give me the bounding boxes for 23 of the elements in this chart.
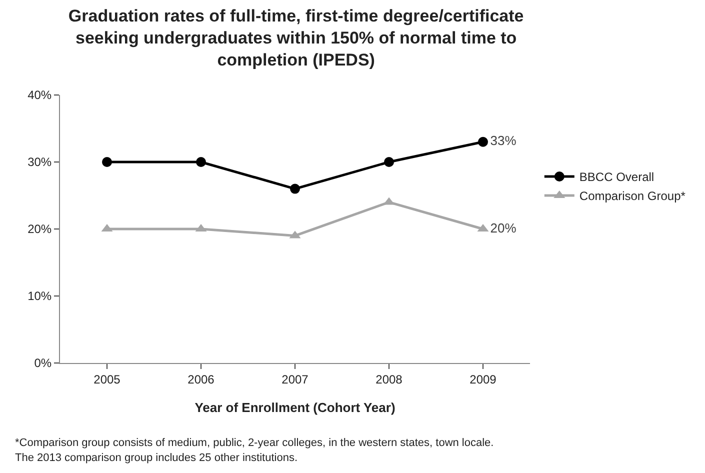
data-label: 33% <box>490 133 517 148</box>
y-tick-label: 30% <box>28 155 52 170</box>
x-tick-label: 2006 <box>188 372 215 386</box>
point <box>384 157 394 167</box>
x-tick-label: 2008 <box>376 372 403 386</box>
y-tick-label: 0% <box>34 356 52 370</box>
point <box>196 157 206 167</box>
point <box>102 157 112 167</box>
text: *Comparison group consists of medium, public, 2-year colleges, in the western states, town locale. <box>15 437 494 449</box>
y-tick-label: 40% <box>28 88 52 102</box>
chart-title: Graduation rates of full-time, first-time degree/certificate seeking undergraduates within 150% of normal time to completion (IPEDS) <box>68 6 524 70</box>
y-tick-label: 10% <box>28 289 52 304</box>
x-axis-title: Year of Enrollment (Cohort Year) <box>194 400 396 415</box>
point <box>478 136 488 147</box>
text: The 2013 comparison group includes 25 other institutions. <box>15 452 298 464</box>
x-tick-label: 2009 <box>470 372 497 386</box>
y-tick-label: 20% <box>28 222 52 236</box>
point <box>290 184 300 194</box>
x-tick-label: 2005 <box>94 372 121 386</box>
legend-label: Comparison Group* <box>579 189 686 204</box>
legend-label: BBCC Overall <box>579 170 654 184</box>
x-tick-label: 2007 <box>282 372 309 386</box>
data-label: 20% <box>490 220 517 236</box>
